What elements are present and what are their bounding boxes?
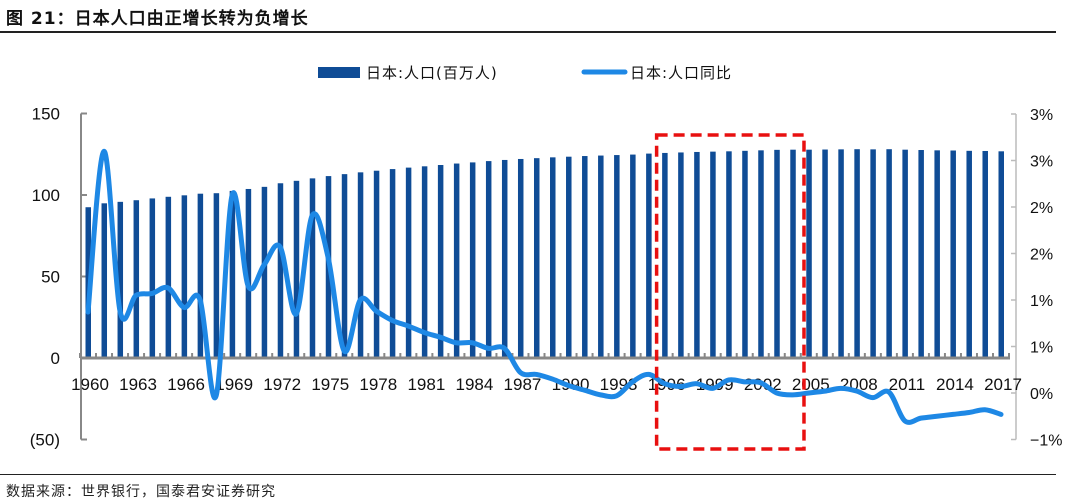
x-tick-label: 1978 bbox=[359, 375, 397, 394]
population-bar bbox=[742, 150, 748, 358]
population-bar bbox=[566, 156, 572, 358]
population-bar bbox=[133, 200, 140, 358]
figure-title: 图 21：日本人口由正增长转为负增长 bbox=[6, 9, 309, 29]
right-tick-label: 3% bbox=[1030, 107, 1053, 124]
population-bar bbox=[357, 172, 364, 358]
right-y-axis: 3% 3% 2% 2% 1% 1% 0% −1% bbox=[1011, 107, 1062, 450]
population-bar bbox=[710, 151, 716, 358]
right-tick-label: 1% bbox=[1030, 340, 1053, 357]
left-tick-label: 0 bbox=[51, 349, 60, 368]
x-tick-label: 1966 bbox=[167, 375, 205, 394]
right-tick-label: −1% bbox=[1030, 433, 1062, 450]
population-bar bbox=[854, 149, 860, 358]
population-bar bbox=[918, 150, 924, 358]
population-bar bbox=[646, 153, 652, 358]
population-bar bbox=[101, 203, 108, 358]
population-bar bbox=[998, 151, 1004, 358]
x-tick-label: 1975 bbox=[311, 375, 349, 394]
top-divider bbox=[0, 31, 1056, 33]
population-bar bbox=[149, 198, 156, 358]
population-bar bbox=[213, 193, 220, 358]
left-tick-label: 50 bbox=[41, 268, 60, 287]
population-bar bbox=[469, 162, 476, 358]
left-tick-label: 150 bbox=[32, 105, 60, 124]
population-bar bbox=[373, 170, 380, 358]
population-bar bbox=[726, 151, 732, 358]
population-bar bbox=[421, 166, 428, 358]
source-note: 数据来源：世界银行，国泰君安证券研究 bbox=[6, 484, 276, 500]
left-tick-label: (50) bbox=[30, 431, 60, 450]
population-bar bbox=[550, 157, 556, 358]
population-bar bbox=[950, 150, 956, 358]
right-tick-label: 3% bbox=[1030, 154, 1053, 171]
right-tick-label: 2% bbox=[1030, 247, 1053, 264]
population-bar bbox=[181, 195, 188, 358]
population-bar bbox=[982, 150, 988, 358]
population-bar bbox=[934, 150, 940, 358]
population-bar bbox=[501, 159, 508, 358]
x-tick-label: 1984 bbox=[456, 375, 494, 394]
population-bar bbox=[533, 158, 540, 358]
population-bar bbox=[806, 149, 812, 358]
legend-bar-swatch bbox=[318, 67, 360, 78]
population-bar bbox=[453, 163, 460, 358]
population-bar bbox=[277, 183, 284, 358]
population-bar bbox=[117, 201, 124, 358]
left-y-axis: 150 100 50 0 (50) bbox=[30, 105, 87, 450]
population-bar bbox=[694, 151, 700, 358]
x-axis: 1960 1963 1966 1969 1972 1975 1978 1981 1984 1987… bbox=[71, 353, 1022, 394]
population-yoy-line bbox=[85, 148, 1004, 425]
population-bar bbox=[822, 149, 828, 358]
population-bar bbox=[582, 156, 588, 358]
population-bar bbox=[774, 149, 780, 358]
x-tick-label: 1981 bbox=[407, 375, 445, 394]
population-bar bbox=[838, 149, 844, 358]
x-tick-label: 1972 bbox=[263, 375, 301, 394]
population-bar bbox=[293, 180, 300, 358]
population-bar bbox=[902, 149, 908, 358]
population-bar bbox=[261, 186, 268, 358]
legend-bar-label: 日本:人口(百万人) bbox=[366, 64, 498, 82]
population-bar bbox=[405, 167, 412, 358]
x-tick-label: 1987 bbox=[504, 375, 542, 394]
population-bar bbox=[886, 149, 892, 358]
bottom-divider bbox=[0, 474, 1056, 475]
population-bar bbox=[678, 152, 684, 358]
population-bar bbox=[517, 158, 524, 358]
population-bar bbox=[614, 155, 620, 358]
population-bar bbox=[341, 174, 348, 358]
right-tick-label: 0% bbox=[1030, 386, 1053, 403]
population-bar bbox=[598, 155, 604, 358]
population-bar bbox=[662, 152, 668, 358]
highlight-box bbox=[654, 133, 806, 451]
legend-line-label: 日本:人口同比 bbox=[630, 64, 732, 82]
right-tick-label: 1% bbox=[1030, 293, 1053, 310]
chart: 日本:人口(百万人) 日本:人口同比 150 100 50 0 (50) 3% 3% 2% 2… bbox=[30, 64, 1062, 451]
x-tick-label: 1969 bbox=[215, 375, 253, 394]
population-bar bbox=[197, 193, 204, 358]
x-tick-label: 2014 bbox=[936, 375, 974, 394]
population-bar bbox=[485, 161, 492, 358]
population-bar bbox=[165, 196, 172, 358]
population-bar bbox=[630, 154, 636, 358]
population-bar bbox=[309, 178, 316, 358]
x-tick-label: 1963 bbox=[119, 375, 157, 394]
x-tick-label: 2017 bbox=[984, 375, 1022, 394]
population-bar bbox=[245, 188, 252, 358]
population-bar bbox=[229, 190, 236, 358]
x-tick-label: 2011 bbox=[889, 375, 926, 394]
population-bar bbox=[758, 150, 764, 358]
legend: 日本:人口(百万人) 日本:人口同比 bbox=[318, 64, 732, 82]
population-bar bbox=[870, 149, 876, 358]
population-bar bbox=[790, 149, 796, 358]
x-tick-label: 1960 bbox=[71, 375, 109, 394]
population-bar bbox=[437, 165, 444, 358]
left-tick-label: 100 bbox=[32, 186, 60, 205]
population-bar bbox=[966, 150, 972, 358]
right-tick-label: 2% bbox=[1030, 200, 1053, 217]
population-bar bbox=[389, 169, 396, 358]
